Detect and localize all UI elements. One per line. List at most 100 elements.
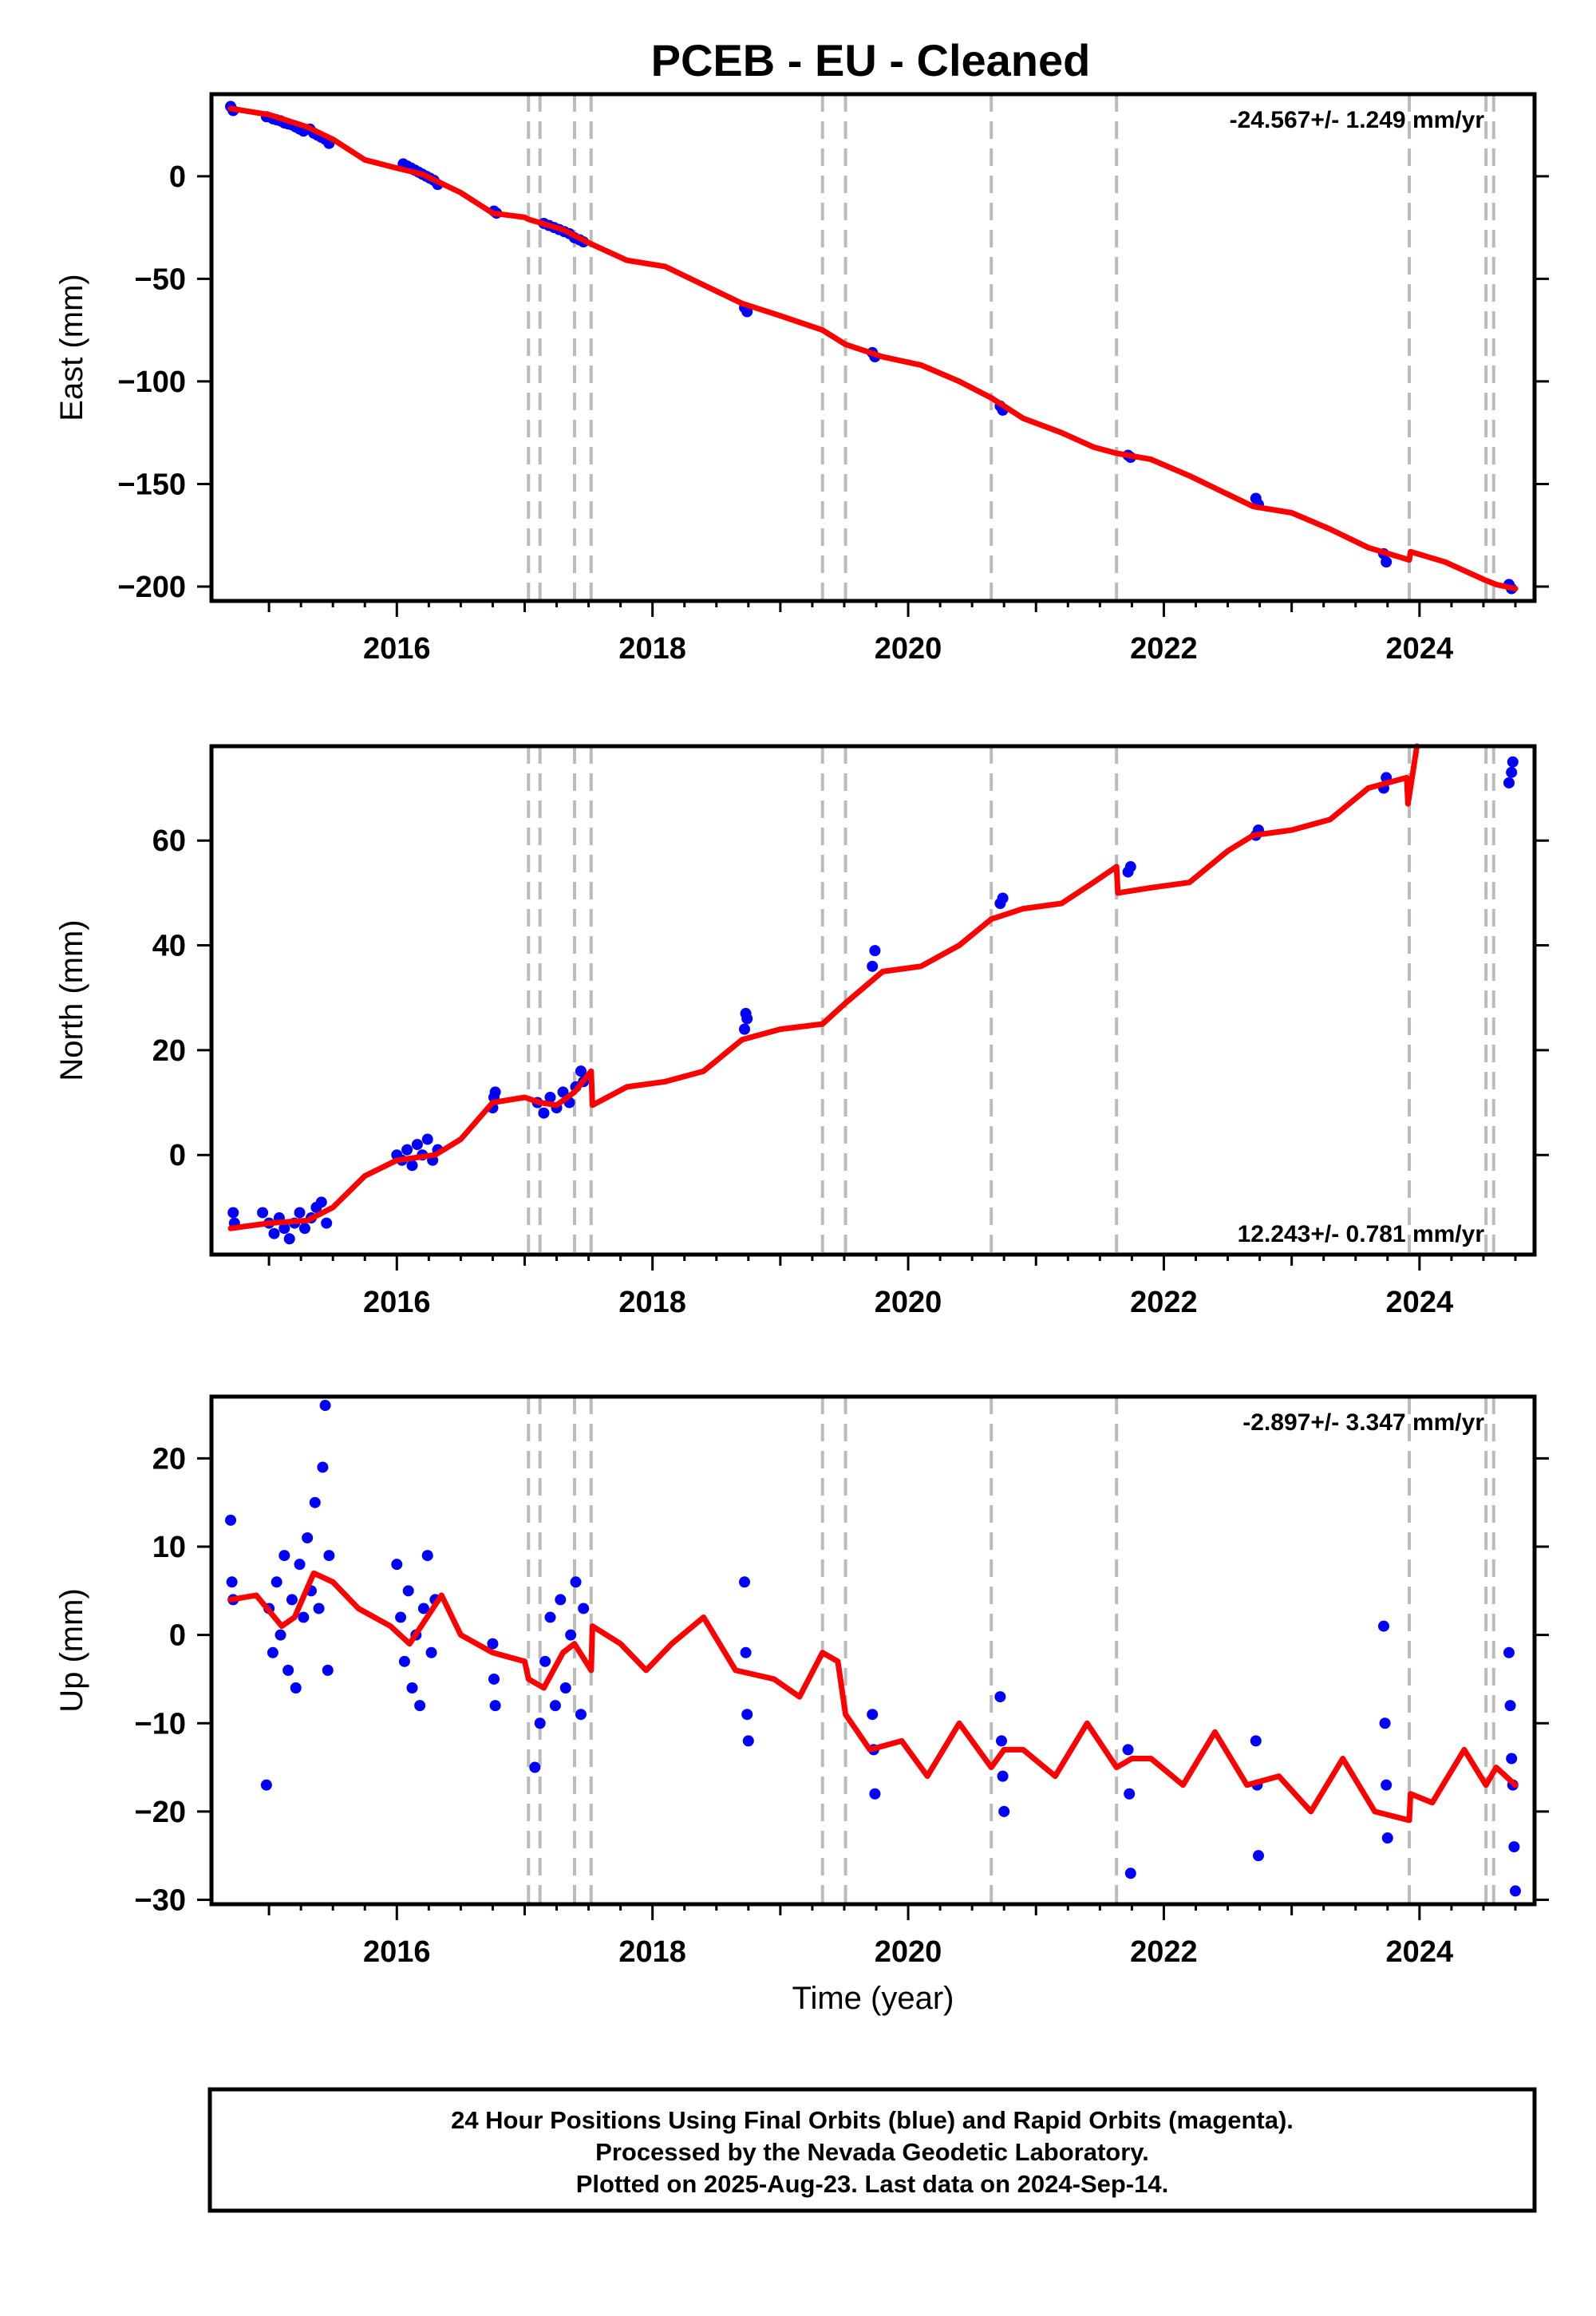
up-data-point <box>1508 1841 1520 1853</box>
north-xtick-label-4: 2024 <box>1386 1286 1454 1319</box>
north-data-point <box>869 945 881 957</box>
up-data-point <box>539 1655 551 1667</box>
north-data-point <box>315 1196 327 1208</box>
up-ylabel: Up (mm) <box>54 1588 89 1713</box>
east-model-line <box>227 105 1519 592</box>
up-data-point <box>489 1700 501 1712</box>
up-data-point <box>225 1514 237 1526</box>
up-data-point <box>1381 1779 1393 1791</box>
east-xtick-label-0: 2016 <box>363 632 431 666</box>
up-xtick-label-4: 2024 <box>1386 1935 1454 1969</box>
up-frame <box>209 1394 1537 1907</box>
north-data-point <box>279 1223 290 1235</box>
up-data-point <box>1124 1788 1136 1800</box>
up-data-point <box>555 1594 567 1606</box>
up-data-point <box>1509 1885 1521 1897</box>
up-data-point <box>323 1550 335 1562</box>
chart-title: PCEB - EU - Cleaned <box>651 35 1091 85</box>
east-data-point <box>1381 556 1393 568</box>
east-ytick-label-2: −100 <box>117 366 186 399</box>
up-data-point <box>575 1709 587 1721</box>
up-data-point <box>997 1770 1009 1782</box>
up-data-point <box>398 1655 410 1667</box>
north-data-point <box>268 1227 280 1239</box>
up-data-point <box>322 1664 334 1676</box>
east-ytick-label-1: −50 <box>135 263 186 296</box>
up-ytick-label-0: 20 <box>152 1442 186 1476</box>
up-data-point <box>1504 1700 1516 1712</box>
north-frame <box>209 744 1537 1257</box>
east-ytick-label-4: −200 <box>117 571 186 604</box>
up-data-point <box>742 1735 754 1747</box>
up-data-point <box>1381 1832 1393 1844</box>
up-data-point <box>279 1550 290 1562</box>
up-model-line <box>227 1570 1519 1824</box>
north-data-point <box>421 1133 433 1145</box>
up-data-point <box>267 1646 279 1658</box>
north-data-point <box>739 1023 751 1035</box>
up-data-point <box>995 1735 1007 1747</box>
up-data-point <box>417 1603 429 1614</box>
up-data-point <box>488 1673 500 1685</box>
north-data-point <box>740 1007 752 1019</box>
up-data-point <box>529 1761 541 1773</box>
north-xtick-label-3: 2022 <box>1130 1286 1198 1319</box>
up-data-point <box>578 1603 590 1614</box>
footer-line-2: Processed by the Nevada Geodetic Laborat… <box>595 2138 1149 2166</box>
up-panel: 20 10 0 −10 −20 −30 Up (mm) 2016 2018 2020 2022 202… <box>54 1394 1549 1969</box>
east-ylabel: East (mm) <box>54 274 89 421</box>
up-ytick-label-1: 10 <box>152 1531 186 1564</box>
up-data-point <box>319 1400 331 1412</box>
up-ytick-label-3: −10 <box>135 1707 186 1741</box>
north-data-point <box>283 1233 295 1245</box>
up-ytick-label-2: 0 <box>169 1619 186 1653</box>
up-data-point <box>549 1700 561 1712</box>
up-data-point <box>559 1682 571 1694</box>
up-data-point <box>869 1788 881 1800</box>
east-xtick-label-1: 2018 <box>618 632 686 666</box>
north-data-point <box>321 1217 333 1229</box>
east-panel: 0 −50 −100 −150 −200 East (mm) 2016 2018 2020 202… <box>54 92 1549 666</box>
up-data-point <box>487 1638 499 1650</box>
x-axis-label: Time (year) <box>792 1981 954 2016</box>
up-data-point <box>867 1709 879 1721</box>
up-xtick-label-3: 2022 <box>1130 1935 1198 1969</box>
north-data-point <box>406 1160 418 1172</box>
north-data-point <box>538 1107 550 1119</box>
up-rate-label: -2.897+/- 3.347 mm/yr <box>1242 1409 1484 1436</box>
north-rate-label: 12.243+/- 0.781 mm/yr <box>1238 1221 1485 1247</box>
north-ytick-label-1: 40 <box>152 930 186 963</box>
up-data-point <box>534 1717 546 1729</box>
east-ytick-label-0: 0 <box>169 160 186 194</box>
up-xtick-label-0: 2016 <box>363 1935 431 1969</box>
up-data-point <box>298 1611 310 1623</box>
east-frame <box>209 92 1537 603</box>
up-data-point <box>739 1576 751 1588</box>
east-xtick-label-4: 2024 <box>1386 632 1454 666</box>
up-data-point <box>544 1611 556 1623</box>
up-xtick-label-1: 2018 <box>618 1935 686 1969</box>
north-data-point <box>867 960 879 972</box>
north-data-point <box>1124 861 1136 873</box>
up-data-point <box>271 1576 282 1588</box>
north-data-point <box>257 1207 269 1219</box>
north-model-line <box>227 743 1420 1231</box>
up-data-point <box>421 1550 433 1562</box>
up-data-point <box>406 1682 418 1694</box>
north-panel: 60 40 20 0 North (mm) 2016 2018 2020 2022 2024 12.… <box>54 743 1549 1319</box>
up-data-point <box>414 1700 426 1712</box>
north-data-point <box>575 1065 587 1077</box>
up-data-point <box>302 1531 314 1543</box>
north-ytick-label-2: 20 <box>152 1034 186 1068</box>
up-data-point <box>260 1779 272 1791</box>
up-ytick-label-4: −20 <box>135 1796 186 1829</box>
north-data-point <box>1507 756 1519 768</box>
north-data-point <box>294 1207 306 1219</box>
up-data-point <box>290 1682 302 1694</box>
up-data-point <box>275 1629 286 1641</box>
up-data-point <box>994 1691 1006 1703</box>
up-data-point <box>294 1559 306 1571</box>
up-data-point <box>286 1594 298 1606</box>
